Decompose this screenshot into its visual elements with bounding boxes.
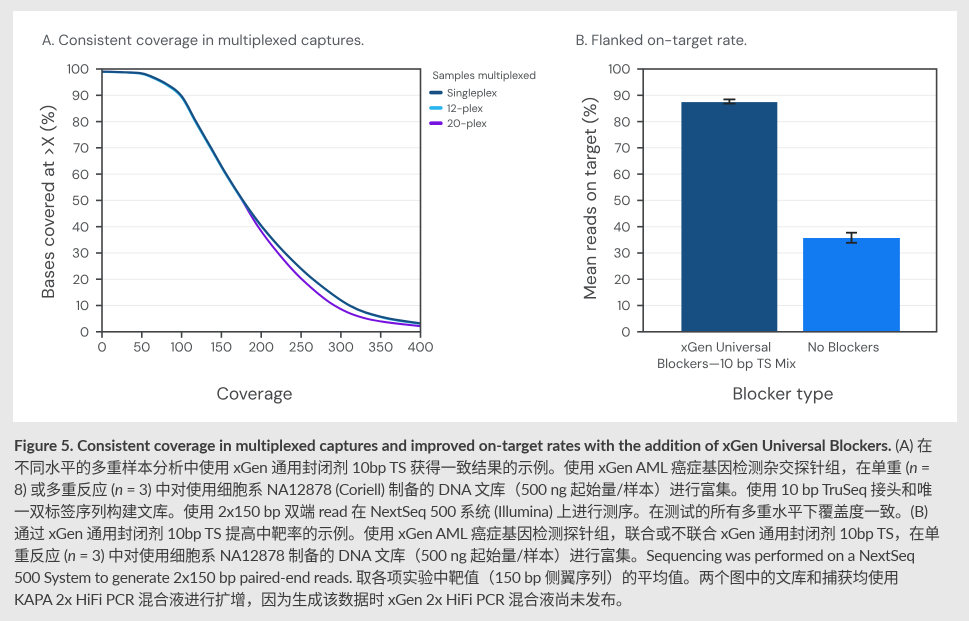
svg-text:90: 90 — [613, 88, 630, 105]
svg-text:100: 100 — [67, 62, 89, 79]
svg-text:Mean reads on target (%): Mean reads on target (%) — [580, 97, 602, 300]
svg-text:A. Consistent coverage in mult: A. Consistent coverage in multiplexed ca… — [42, 30, 364, 50]
svg-text:0: 0 — [80, 325, 89, 342]
svg-text:100: 100 — [608, 62, 630, 79]
svg-text:150: 150 — [211, 340, 232, 357]
svg-text:80: 80 — [72, 114, 89, 131]
svg-text:400: 400 — [407, 340, 433, 357]
svg-text:350: 350 — [368, 340, 393, 357]
svg-text:20: 20 — [614, 272, 630, 289]
svg-text:250: 250 — [289, 340, 314, 357]
svg-text:50: 50 — [613, 193, 630, 210]
svg-text:B. Flanked on-target rate.: B. Flanked on-target rate. — [576, 30, 747, 50]
svg-text:30: 30 — [614, 246, 631, 263]
svg-text:70: 70 — [73, 141, 89, 158]
svg-text:Singleplex: Singleplex — [447, 87, 498, 101]
svg-text:30: 30 — [72, 246, 89, 263]
svg-text:70: 70 — [615, 141, 631, 158]
svg-text:60: 60 — [613, 167, 630, 184]
svg-text:xGen Universal: xGen Universal — [681, 340, 771, 357]
svg-text:Blockers—10 bp TS Mix: Blockers—10 bp TS Mix — [657, 356, 796, 373]
svg-text:0: 0 — [621, 325, 630, 342]
svg-text:40: 40 — [72, 219, 89, 236]
svg-text:100: 100 — [171, 340, 193, 357]
svg-text:10: 10 — [76, 298, 89, 315]
svg-text:50: 50 — [133, 340, 150, 357]
svg-text:20-plex: 20-plex — [447, 117, 487, 131]
svg-text:Coverage: Coverage — [216, 384, 292, 406]
svg-text:0: 0 — [97, 340, 106, 357]
svg-text:No Blockers: No Blockers — [808, 340, 880, 357]
svg-text:300: 300 — [328, 340, 354, 357]
svg-text:20: 20 — [73, 272, 89, 289]
svg-text:80: 80 — [613, 114, 630, 131]
svg-text:Bases covered at >X (%): Bases covered at >X (%) — [38, 105, 60, 299]
svg-text:10: 10 — [617, 298, 630, 315]
svg-text:60: 60 — [72, 167, 89, 184]
svg-text:Samples multiplexed: Samples multiplexed — [433, 69, 537, 83]
svg-text:12-plex: 12-plex — [447, 102, 483, 116]
svg-text:200: 200 — [248, 340, 274, 357]
svg-text:90: 90 — [72, 88, 89, 105]
svg-text:50: 50 — [72, 193, 89, 210]
svg-text:Blocker type: Blocker type — [733, 384, 834, 406]
svg-text:40: 40 — [613, 219, 630, 236]
